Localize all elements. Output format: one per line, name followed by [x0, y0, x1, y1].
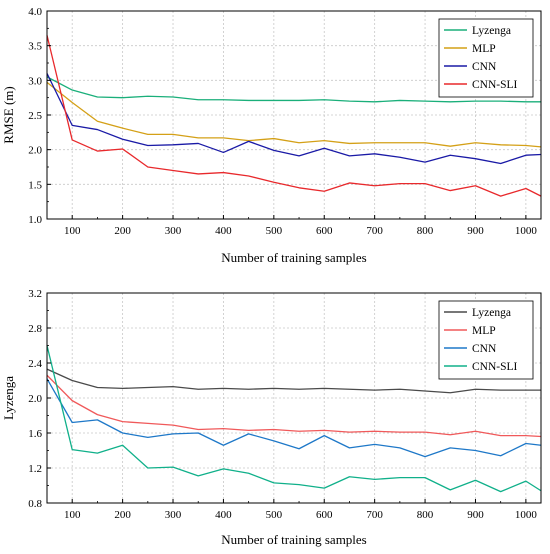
x-tick-label: 900 — [467, 509, 484, 521]
x-tick-label: 300 — [165, 225, 182, 237]
series-line-cnn-sli — [46, 345, 542, 493]
y-axis-label: Lyzenga — [1, 376, 16, 420]
x-tick-label: 900 — [467, 225, 484, 237]
x-tick-label: 500 — [266, 509, 283, 521]
x-tick-label: 200 — [114, 225, 131, 237]
x-tick-label: 800 — [417, 225, 434, 237]
series-line-lyzenga — [46, 76, 541, 103]
legend-label: Lyzenga — [472, 25, 511, 37]
legend-label: CNN — [472, 61, 497, 73]
y-tick-label: 1.5 — [28, 179, 42, 191]
y-tick-label: 1.2 — [28, 463, 42, 475]
legend-label: MLP — [472, 325, 496, 337]
series-line-cnn — [46, 73, 542, 165]
series-line-mlp — [46, 81, 542, 148]
y-tick-label: 3.5 — [28, 41, 42, 53]
y-tick-label: 1.6 — [28, 428, 42, 440]
legend: Lyzenga MLP CNN CNN-SLI — [438, 18, 534, 98]
x-tick-label: 700 — [366, 225, 383, 237]
x-tick-label: 600 — [316, 509, 333, 521]
y-axis-label: RMSE (m) — [1, 86, 16, 143]
x-axis-label: Number of training samples — [221, 250, 367, 265]
x-tick-label: 200 — [114, 509, 131, 521]
x-tick-label: 600 — [316, 225, 333, 237]
y-tick-label: 2.5 — [28, 110, 42, 122]
x-tick-label: 100 — [64, 225, 81, 237]
legend-label: CNN-SLI — [472, 79, 518, 91]
x-tick-label: 500 — [266, 225, 283, 237]
x-tick-label: 1000 — [515, 509, 538, 521]
y-tick-label: 2.8 — [28, 323, 42, 335]
x-axis-label: Number of training samples — [221, 532, 367, 547]
series-line-mlp — [46, 374, 542, 438]
x-tick-label: 100 — [64, 509, 81, 521]
x-tick-label: 300 — [165, 509, 182, 521]
x-tick-label: 1000 — [515, 225, 538, 237]
x-tick-label: 800 — [417, 509, 434, 521]
legend-label: CNN-SLI — [472, 361, 518, 373]
y-tick-label: 3.0 — [28, 75, 42, 87]
y-tick-label: 2.0 — [28, 145, 42, 157]
y-tick-label: 4.0 — [28, 6, 42, 18]
legend-label: MLP — [472, 43, 496, 55]
y-tick-label: 2.0 — [28, 393, 42, 405]
legend-label: CNN — [472, 343, 497, 355]
series-line-lyzenga — [46, 368, 541, 394]
y-tick-label: 2.4 — [28, 358, 42, 370]
y-tick-label: 1.0 — [28, 214, 42, 226]
chart-1: 100 200 300 400 500 600 700 800 900 1000 1.0 1.5 2.0… — [1, 6, 542, 265]
series-line-cnn — [46, 378, 542, 458]
legend: Lyzenga MLP CNN CNN-SLI — [438, 300, 534, 380]
series-line-cnn-sli — [46, 35, 542, 197]
y-tick-label: 0.8 — [28, 498, 42, 510]
x-tick-label: 400 — [215, 509, 232, 521]
x-tick-label: 400 — [215, 225, 232, 237]
chart-2: 100 200 300 400 500 600 700 800 900 1000 0.8 1.2 1.6… — [1, 288, 542, 547]
y-tick-label: 3.2 — [28, 288, 42, 300]
x-tick-label: 700 — [366, 509, 383, 521]
legend-label: Lyzenga — [472, 307, 511, 319]
